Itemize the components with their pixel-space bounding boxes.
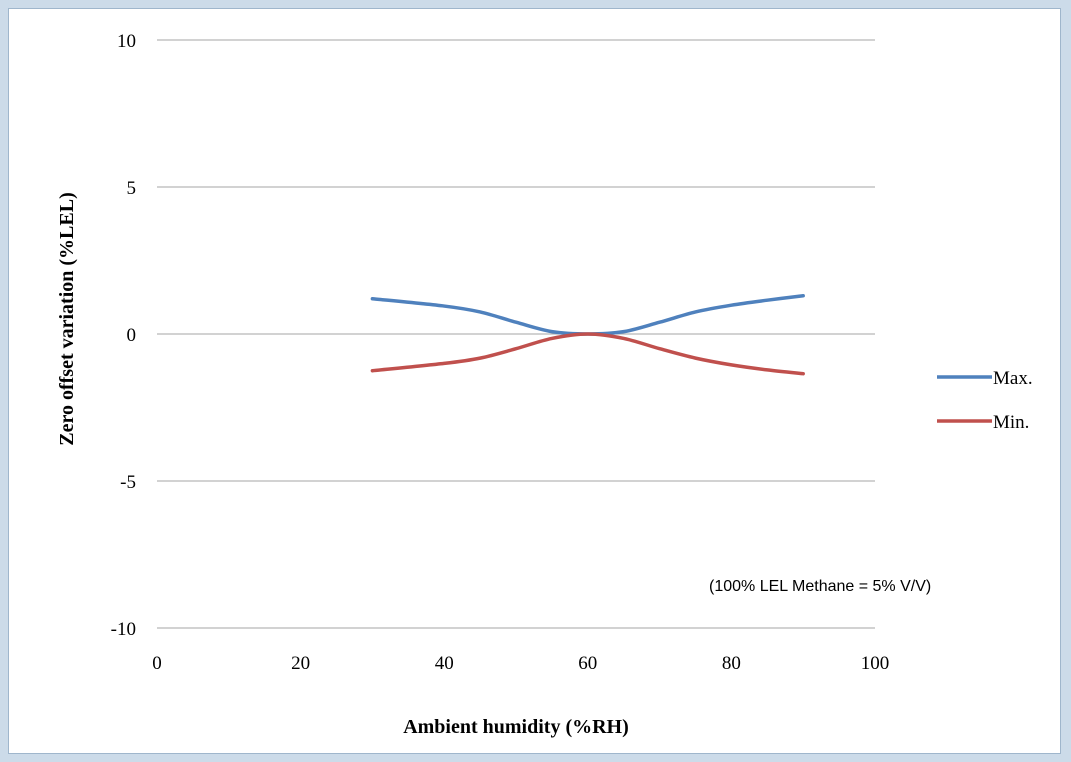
y-axis-title: Zero offset variation (%LEL) — [56, 192, 78, 446]
y-tick-label: 0 — [127, 325, 137, 346]
x-tick-labels: 0 20 40 60 80 100 — [152, 653, 889, 674]
line-chart: 10 5 0 -5 -10 0 20 40 60 80 100 Zero offset varia… — [56, 31, 1033, 738]
x-tick-label: 40 — [435, 653, 454, 674]
x-axis-title: Ambient humidity (%RH) — [403, 716, 629, 738]
x-tick-label: 80 — [722, 653, 741, 674]
series-line-max — [370, 294, 805, 336]
x-tick-label: 20 — [291, 653, 310, 674]
y-tick-label: 10 — [117, 31, 136, 52]
chart-annotation: (100% LEL Methane = 5% V/V) — [709, 578, 931, 595]
y-tick-labels: 10 5 0 -5 -10 — [111, 31, 136, 640]
x-tick-label: 60 — [578, 653, 597, 674]
chart-frame: 10 5 0 -5 -10 0 20 40 60 80 100 Zero offset varia… — [8, 8, 1061, 754]
legend-label: Max. — [993, 368, 1033, 389]
x-tick-label: 100 — [861, 653, 890, 674]
legend: Max. Min. — [937, 368, 1033, 433]
legend-label: Min. — [993, 412, 1029, 433]
y-tick-label: -10 — [111, 619, 136, 640]
y-tick-label: -5 — [120, 472, 136, 493]
gridlines — [157, 39, 875, 629]
y-tick-label: 5 — [127, 178, 137, 199]
series-lines — [370, 294, 805, 376]
series-line-min — [370, 332, 805, 376]
x-tick-label: 0 — [152, 653, 162, 674]
